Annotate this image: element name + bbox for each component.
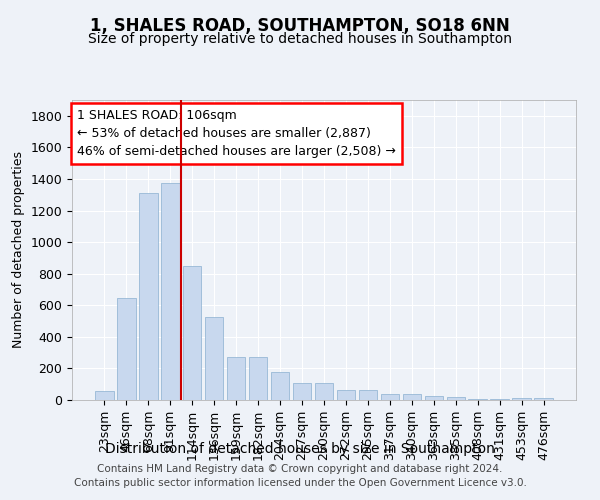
Bar — [293, 384, 311, 400]
Bar — [95, 392, 113, 400]
Bar — [425, 396, 443, 400]
Text: Contains HM Land Registry data © Crown copyright and database right 2024.
Contai: Contains HM Land Registry data © Crown c… — [74, 464, 526, 487]
Y-axis label: Number of detached properties: Number of detached properties — [12, 152, 25, 348]
Bar — [403, 394, 421, 400]
Text: Size of property relative to detached houses in Southampton: Size of property relative to detached ho… — [88, 32, 512, 46]
Bar — [380, 394, 399, 400]
Bar — [249, 356, 268, 400]
Bar — [161, 183, 179, 400]
Bar — [117, 298, 136, 400]
Bar — [227, 356, 245, 400]
Text: 1, SHALES ROAD, SOUTHAMPTON, SO18 6NN: 1, SHALES ROAD, SOUTHAMPTON, SO18 6NN — [90, 18, 510, 36]
Bar — [469, 399, 487, 400]
Bar — [490, 399, 509, 400]
Bar — [446, 397, 465, 400]
Bar — [139, 193, 158, 400]
Text: 1 SHALES ROAD: 106sqm
← 53% of detached houses are smaller (2,887)
46% of semi-d: 1 SHALES ROAD: 106sqm ← 53% of detached … — [77, 109, 396, 158]
Bar — [337, 390, 355, 400]
Bar — [535, 398, 553, 400]
Bar — [512, 398, 531, 400]
Bar — [205, 317, 223, 400]
Text: Distribution of detached houses by size in Southampton: Distribution of detached houses by size … — [105, 442, 495, 456]
Bar — [271, 372, 289, 400]
Bar — [359, 390, 377, 400]
Bar — [183, 266, 202, 400]
Bar — [314, 384, 334, 400]
